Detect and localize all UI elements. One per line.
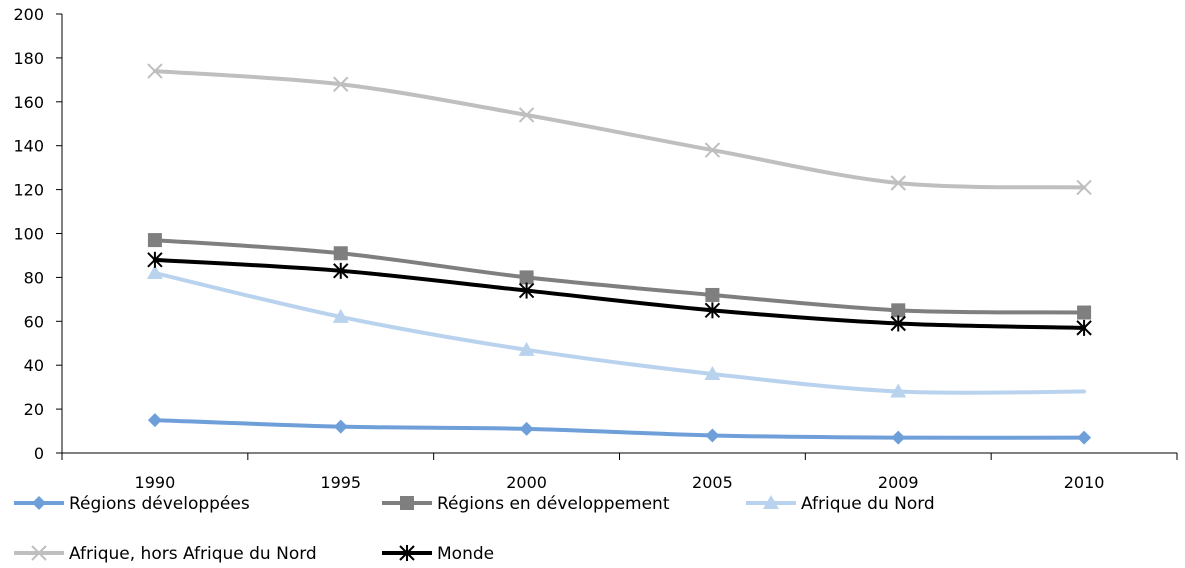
y-tick-label: 20 [24,400,44,419]
data-point-marker [704,365,721,380]
legend-label: Monde [437,544,494,564]
data-point-marker [891,303,906,318]
series-0 [147,413,1092,445]
y-tick-label: 120 [13,181,44,200]
data-point-marker [333,419,348,434]
legend-item: Régions en développement [382,494,670,514]
series-4 [147,251,1092,336]
y-tick-label: 40 [24,356,44,375]
data-point-marker [147,233,162,248]
data-point-marker [1077,430,1092,445]
legend-label: Afrique, hors Afrique du Nord [69,544,317,564]
series-line [152,238,1087,315]
data-point-marker [1076,179,1092,196]
data-point-marker [704,302,721,319]
data-point-marker [705,287,720,302]
legend-marker [763,495,779,509]
data-point-marker [519,421,534,436]
series-line [152,418,1087,440]
data-point-marker [891,430,906,445]
x-tick-label: 2010 [1064,473,1105,492]
data-point-marker [1076,319,1092,336]
chart-axes: 0 20 40 60 80 100 120 140 160 180 200 1990 1995 2000 2… [13,5,1178,492]
y-tick-label: 80 [24,268,44,287]
legend-marker [31,545,47,561]
data-point-marker [704,142,721,158]
chart-lines [146,63,1092,445]
data-point-marker [518,107,535,123]
series-line [152,257,1087,330]
legend-label: Régions développées [69,494,250,514]
legend-marker [400,496,414,510]
legend-item: Régions développées [14,494,250,514]
data-point-marker [518,341,535,356]
y-tick-label: 140 [13,137,44,156]
data-point-marker [890,383,907,398]
legend-label: Régions en développement [437,494,670,514]
data-point-marker [705,428,720,443]
series-line [152,69,1087,190]
series-2 [146,265,1087,398]
data-point-marker [519,270,534,285]
data-point-marker [333,76,349,92]
x-tick-label: 1990 [135,473,176,492]
data-point-marker [333,262,349,279]
y-tick-label: 180 [13,49,44,68]
data-point-marker [518,282,535,299]
legend-marker [399,545,415,561]
x-tick-label: 2000 [506,473,547,492]
x-tick-label: 2009 [878,473,919,492]
data-point-marker [147,251,163,268]
data-point-marker [147,63,163,79]
data-point-marker [1077,305,1092,320]
y-tick-label: 100 [13,225,44,244]
series-1 [147,233,1092,320]
series-line [152,271,1087,395]
legend-item: Afrique du Nord [746,494,935,514]
legend-label: Afrique du Nord [801,494,935,514]
data-point-marker [147,413,162,428]
chart-legend: Régions développées Régions en développem… [14,494,935,564]
legend-item: Afrique, hors Afrique du Nord [14,544,317,564]
legend-item: Monde [382,544,494,564]
series-3 [147,63,1092,196]
x-tick-label: 2005 [692,473,733,492]
y-tick-label: 60 [24,312,44,331]
data-point-marker [333,246,348,261]
data-point-marker [332,308,349,323]
y-tick-label: 160 [13,93,44,112]
legend-marker [32,496,46,510]
data-point-marker [890,315,906,332]
y-tick-label: 0 [34,444,44,463]
y-tick-label: 200 [13,5,44,24]
data-point-marker [146,265,163,280]
x-tick-label: 1995 [320,473,361,492]
data-point-marker [890,175,906,191]
